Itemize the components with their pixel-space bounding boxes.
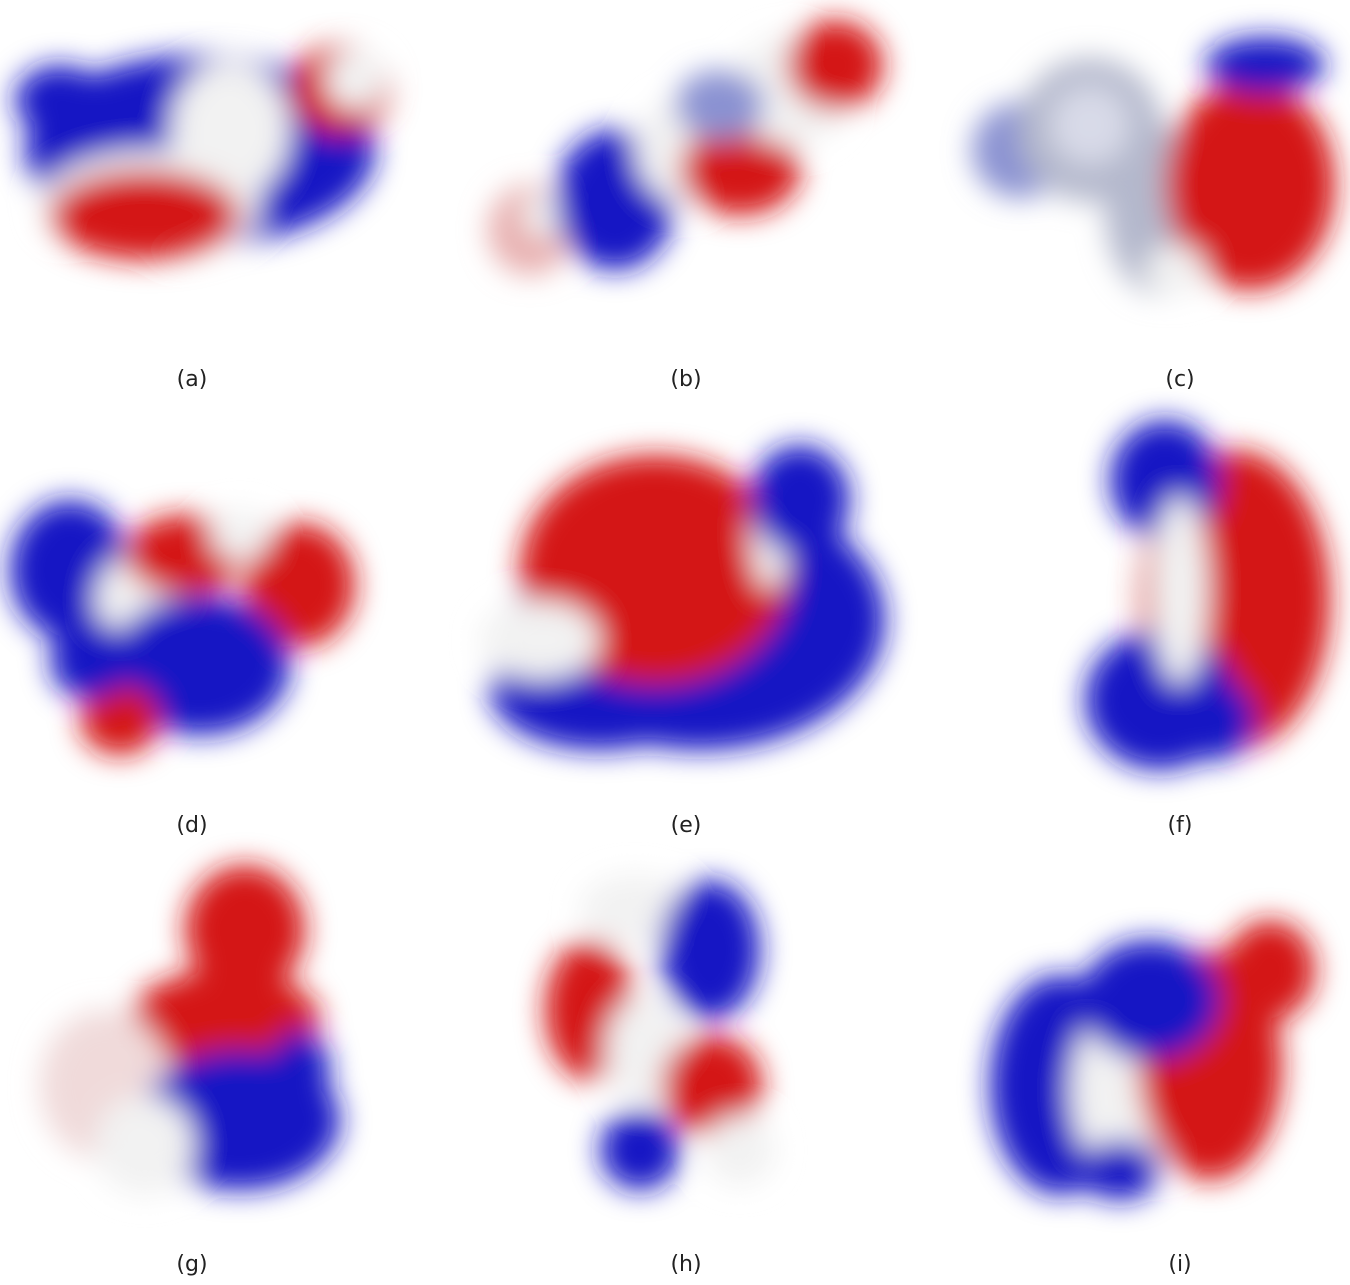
panel-label: (g): [176, 1252, 207, 1277]
panel-label: (a): [177, 367, 208, 392]
surface: [40, 865, 340, 1195]
panel-label: (i): [1168, 1252, 1191, 1277]
surface-region: [600, 1110, 680, 1190]
surface-region: [210, 510, 270, 560]
surface-region: [270, 1030, 330, 1110]
surface-region: [705, 1115, 775, 1185]
surface-region: [1145, 245, 1205, 295]
panel-label: (d): [176, 813, 207, 838]
surface-region: [1205, 37, 1325, 93]
surface-region: [1050, 85, 1130, 165]
surface-region: [15, 65, 105, 135]
surface-region: [1175, 680, 1255, 760]
surface-region: [1080, 1140, 1160, 1200]
surface-region: [1080, 940, 1220, 1060]
page: (a)(b)(c)(d)(e)(f)(g)(h)(i) (() => { con…: [0, 0, 1350, 1285]
surface-region: [325, 50, 385, 110]
surface-region: [675, 70, 765, 140]
surface: [480, 445, 885, 750]
surface-region: [750, 445, 850, 555]
surface: [10, 500, 355, 755]
figure: (a) (b) (c) (d) (e) (f) (g) (h) (i): [0, 0, 1350, 1285]
surface: [488, 20, 883, 275]
surface-region: [480, 600, 600, 680]
surface-region: [95, 1095, 195, 1195]
surface-region: [50, 170, 240, 260]
surface: [972, 37, 1335, 295]
surface: [545, 875, 775, 1190]
surface: [990, 920, 1315, 1200]
surface: [15, 45, 390, 260]
surface-region: [787, 20, 883, 110]
surface-region: [1225, 920, 1315, 1020]
panel-label: (h): [670, 1252, 701, 1277]
panel-label: (f): [1168, 813, 1193, 838]
surface: [1085, 420, 1330, 770]
surface-region: [50, 620, 130, 700]
surface-region: [1152, 495, 1208, 685]
panel-label: (c): [1165, 367, 1194, 392]
surface-region: [660, 880, 760, 1020]
panel-label: (b): [670, 367, 701, 392]
panel-label: (e): [671, 813, 702, 838]
